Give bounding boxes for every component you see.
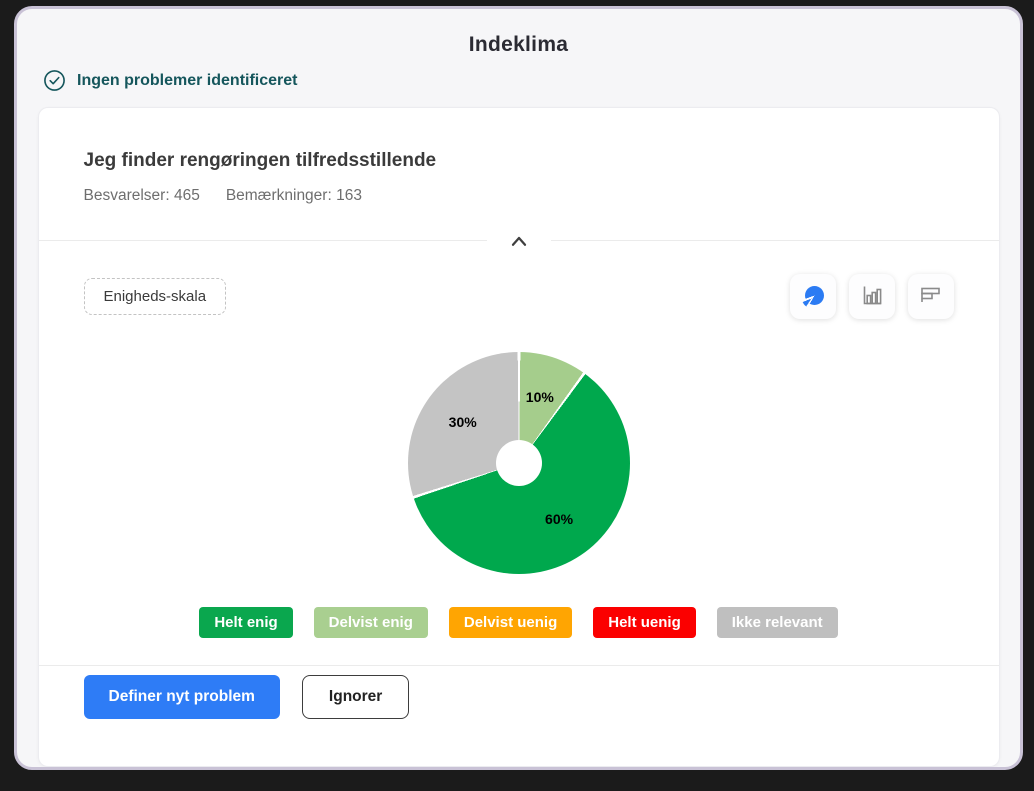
actions-row: Definer nyt problem Ignorer [83,675,954,719]
page-title: Indeklima [468,33,569,56]
ignore-button[interactable]: Ignorer [301,675,410,719]
legend-chip-helt-uenig[interactable]: Helt uenig [593,607,696,638]
question-card: Jeg finder rengøringen tilfredsstillende… [37,107,1000,767]
actions-divider [38,665,999,666]
bar-chart-toggle-button[interactable] [848,274,895,319]
status-message: Ingen problemer identificeret [77,71,298,89]
pie-label: 60% [545,510,574,527]
legend-chip-delvist-uenig[interactable]: Delvist uenig [448,607,573,638]
horizontal-bar-chart-toggle-button[interactable] [907,274,954,319]
indeklima-panel: Indeklima Ingen problemer identificeret … [14,6,1023,770]
bar-chart-icon [860,283,884,310]
pie-chart-icon [801,285,824,308]
status-row: Ingen problemer identificeret [43,69,1020,92]
legend-chip-helt-enig[interactable]: Helt enig [199,607,293,638]
responses-count: Besvarelser: 465 [83,187,200,204]
collapse-chevron-icon[interactable] [486,233,551,249]
remarks-count: Bemærkninger: 163 [225,187,362,204]
chart-area: 10% 60% 30% [39,352,999,574]
check-circle-icon [43,69,66,92]
pie-label: 10% [525,389,554,406]
horizontal-bar-chart-icon [918,283,944,310]
legend-chip-delvist-enig[interactable]: Delvist enig [313,607,428,638]
chart-controls-row: Enigheds-skala [83,274,954,319]
legend-row: Helt enig Delvist enig Delvist uenig Hel… [39,607,999,638]
donut-chart[interactable]: 10% 60% 30% [407,352,630,574]
chart-type-toggle-group [789,274,954,319]
define-problem-button[interactable]: Definer nyt problem [83,675,280,719]
collapse-divider [38,233,999,249]
pie-label: 30% [448,414,477,431]
question-title: Jeg finder rengøringen tilfredsstillende [83,150,437,171]
pie-chart-toggle-button[interactable] [789,274,836,319]
question-stats: Besvarelser: 465 Bemærkninger: 163 [84,187,954,205]
scale-selector-button[interactable]: Enigheds-skala [83,278,227,315]
donut-hole [495,440,542,486]
legend-chip-ikke-relevant[interactable]: Ikke relevant [716,607,838,638]
